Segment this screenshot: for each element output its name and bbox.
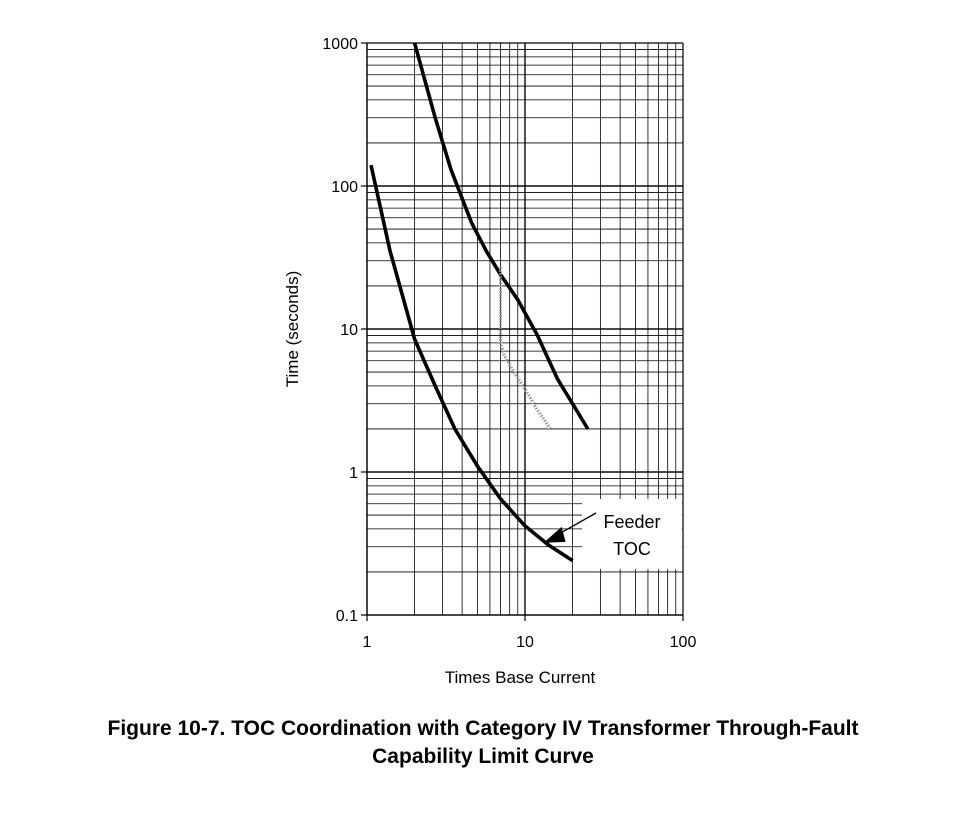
chart-series	[369, 42, 590, 563]
annotation-arrow-head	[543, 526, 566, 543]
y-tick-label: 1000	[322, 36, 358, 53]
annotation-line-1: Feeder	[603, 512, 660, 532]
x-axis-label: Times Base Current	[445, 668, 596, 687]
curve-series-0	[412, 42, 590, 430]
y-tick-label: 0.1	[336, 608, 358, 625]
x-tick-label: 100	[670, 634, 697, 651]
x-tick-label: 10	[516, 634, 534, 651]
chart-axes	[361, 42, 684, 621]
caption-line-2: Capability Limit Curve	[372, 745, 594, 768]
toc-chart: 1 10 100 0.1 1 10 100 1000 Feeder TOC Times Ba…	[283, 36, 697, 687]
caption-line-1: Figure 10-7. TOC Coordination with Categ…	[107, 717, 859, 740]
y-tick-label: 1	[349, 465, 358, 482]
y-tick-labels: 0.1 1 10 100 1000	[322, 36, 358, 625]
annotation-box	[582, 499, 682, 569]
x-tick-labels: 1 10 100	[363, 634, 697, 651]
x-tick-label: 1	[363, 634, 372, 651]
figure-caption: Figure 10-7. TOC Coordination with Categ…	[0, 715, 966, 771]
curve-series-2	[369, 164, 574, 563]
y-tick-label: 10	[340, 322, 358, 339]
limit-curve-series	[498, 267, 552, 430]
y-tick-label: 100	[331, 179, 358, 196]
annotation-line-2: TOC	[613, 539, 651, 559]
feeder-toc-annotation: Feeder TOC	[543, 499, 682, 569]
y-axis-label: Time (seconds)	[283, 271, 302, 388]
